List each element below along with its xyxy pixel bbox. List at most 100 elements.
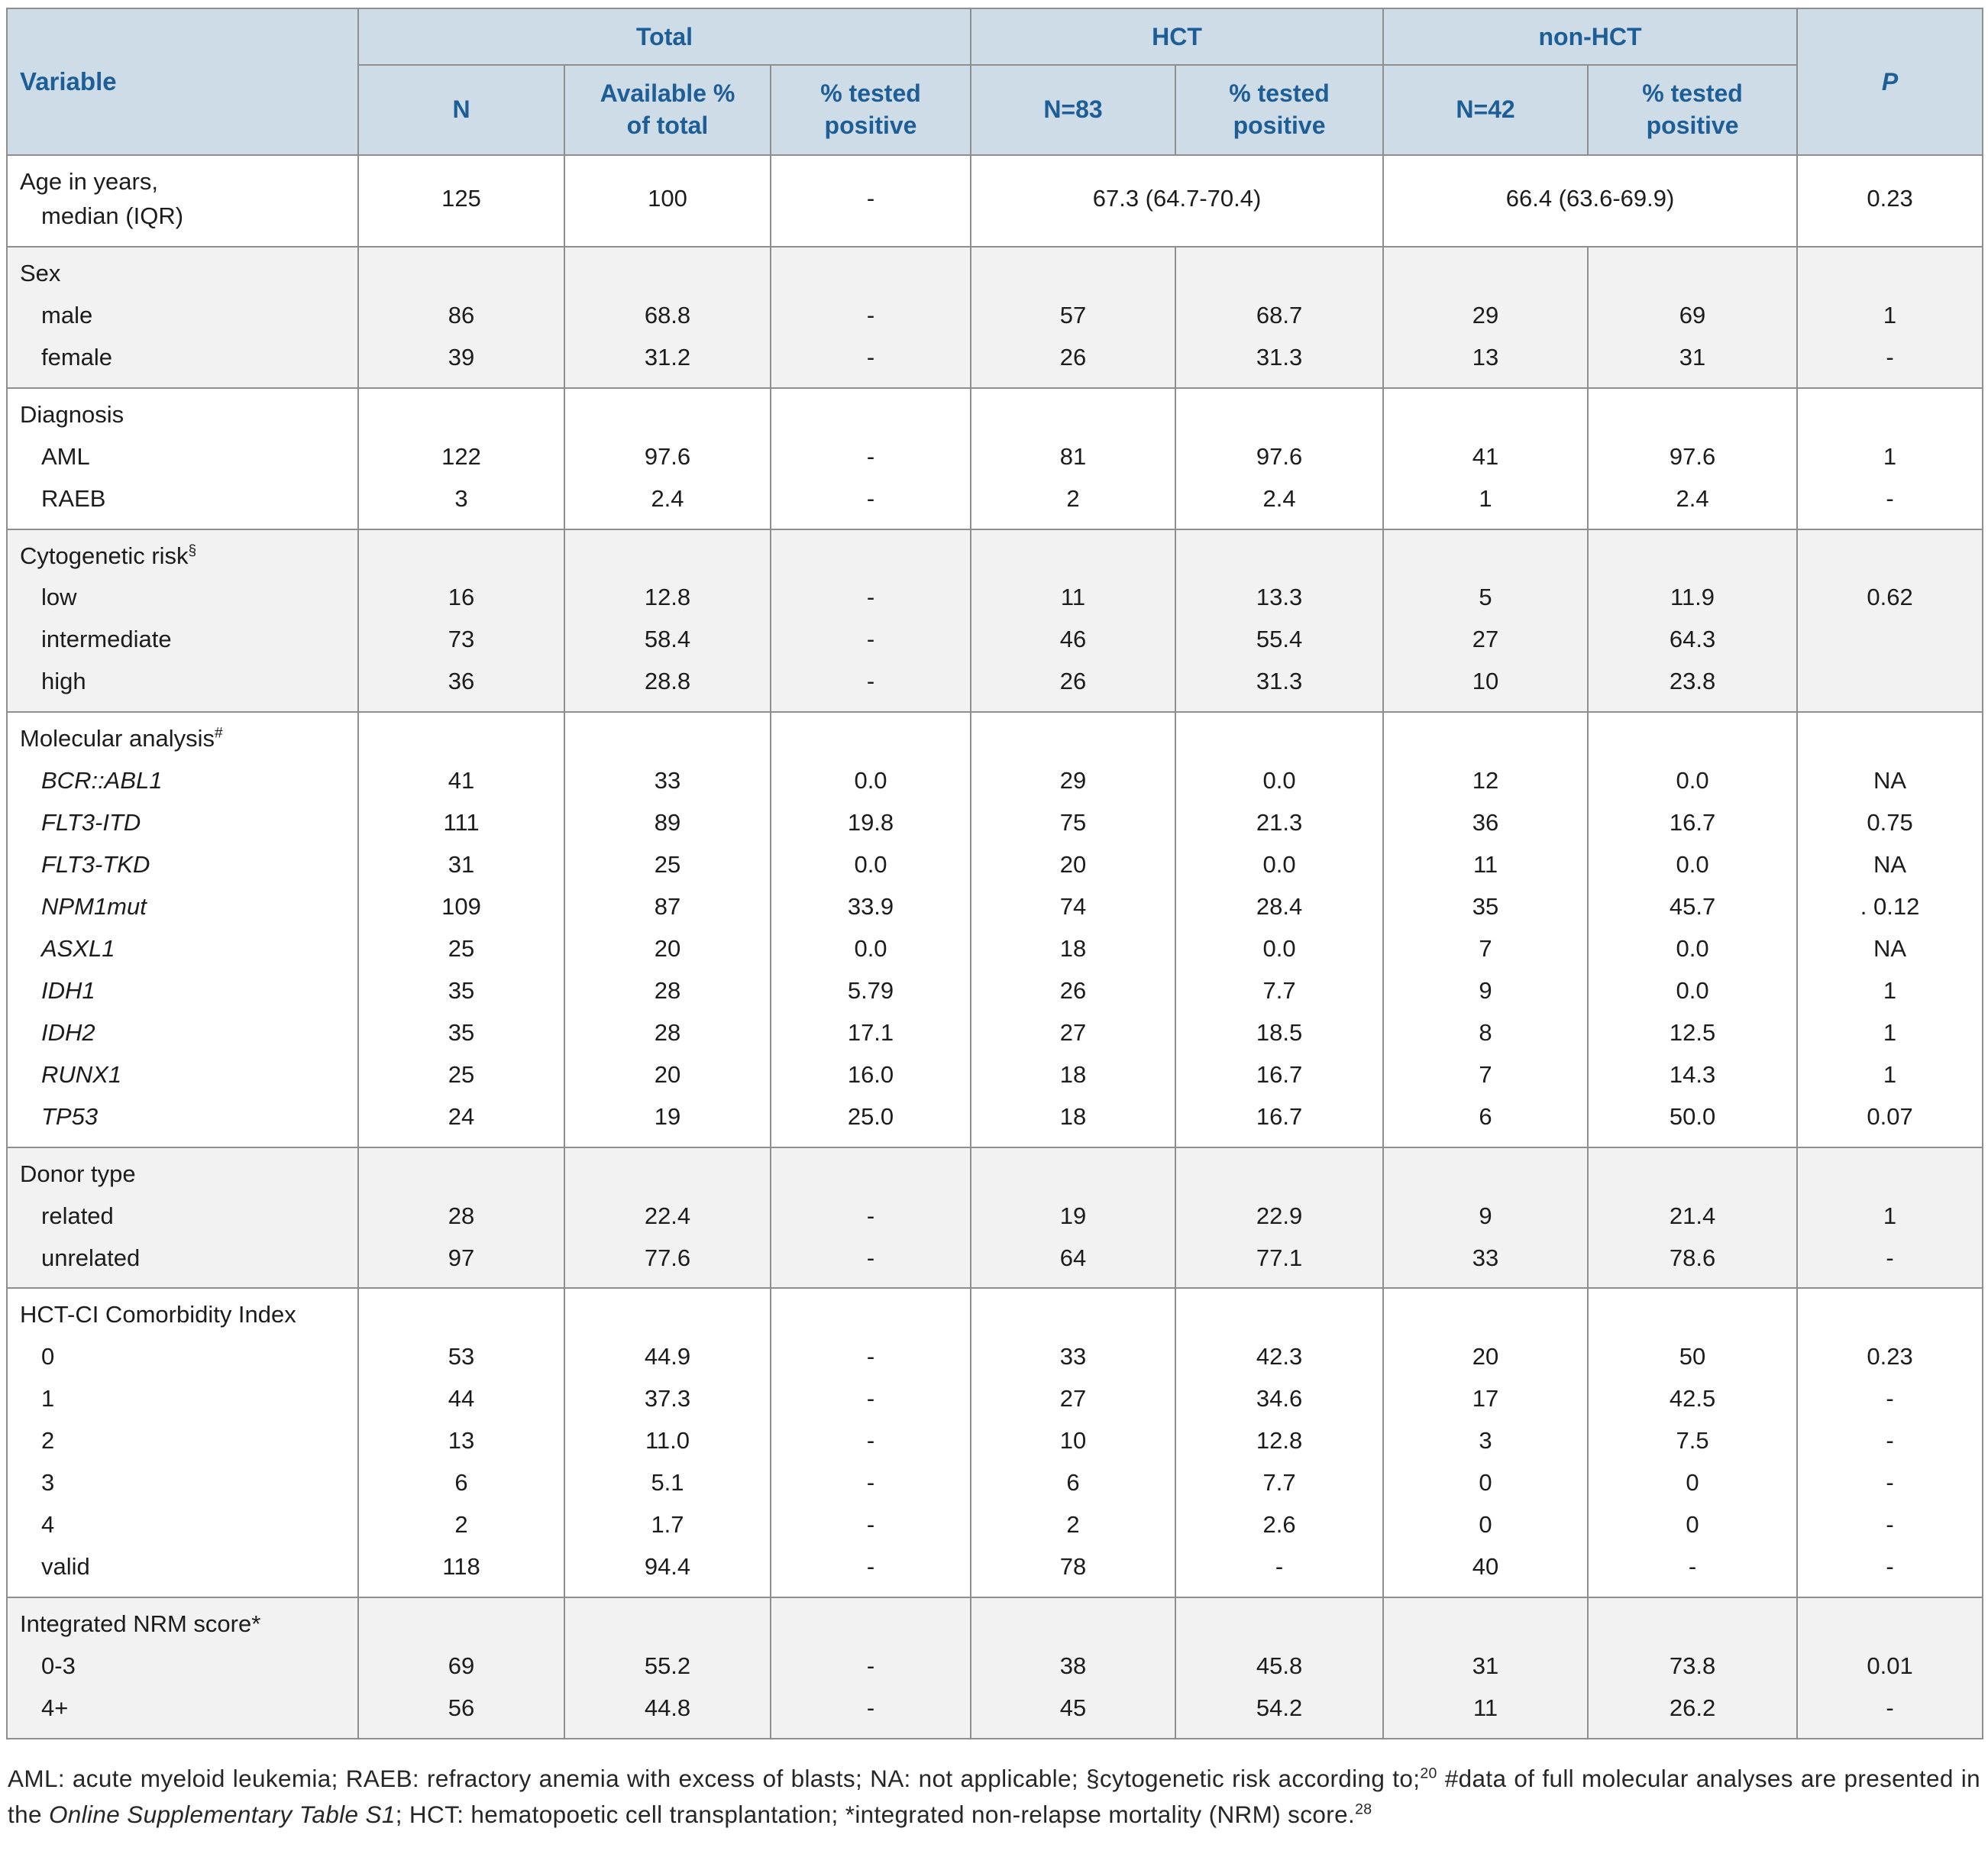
- value-cell: 33: [970, 1336, 1177, 1379]
- value-cell: 0: [1587, 1504, 1799, 1547]
- row-label-cell: 0-3: [6, 1645, 359, 1688]
- value-cell: 27: [970, 1011, 1177, 1054]
- empty-cell: [769, 529, 972, 578]
- value-cell: 42.3: [1175, 1336, 1385, 1379]
- footnote-segment: [1437, 1765, 1445, 1792]
- row-label-cell: 2: [6, 1420, 359, 1463]
- row-label-cell: IDH1: [6, 969, 359, 1012]
- empty-cell: [1175, 712, 1385, 761]
- value-cell: 26: [970, 336, 1177, 388]
- value-cell: 122: [357, 435, 565, 478]
- value-cell: 27: [970, 1378, 1177, 1421]
- empty-cell: [564, 529, 771, 578]
- header-group-label: non-HCT: [1382, 8, 1799, 66]
- value-cell: 1: [1796, 1011, 1984, 1054]
- value-cell: 35: [1382, 886, 1589, 928]
- value-cell: 0.0: [769, 760, 972, 803]
- value-cell: 55.2: [564, 1645, 771, 1688]
- footnote-segment: #: [1444, 1764, 1459, 1792]
- value-cell: 36: [1382, 802, 1589, 845]
- data-row: unrelated 97 77.6-64 77.1 33 78.6-: [6, 1237, 1984, 1289]
- empty-cell: [1382, 1597, 1589, 1646]
- row-label-cell: RUNX1: [6, 1053, 359, 1096]
- value-cell: 31.3: [1175, 661, 1385, 713]
- value-cell: 7: [1382, 1053, 1589, 1096]
- value-cell: 24: [357, 1095, 565, 1147]
- empty-cell: [1796, 1597, 1984, 1646]
- value-cell: 68.7: [1175, 294, 1385, 337]
- empty-cell: [1796, 1288, 1984, 1337]
- value-cell: 19.8: [769, 802, 972, 845]
- value-cell: 35: [357, 969, 565, 1012]
- row-group: Integrated NRM score* 0-3 69 55.2-38 45.8 31 7…: [6, 1597, 1984, 1739]
- empty-cell: [357, 387, 565, 436]
- empty-cell: [769, 712, 972, 761]
- empty-cell: [769, 246, 972, 295]
- value-cell: -: [769, 1504, 972, 1547]
- value-cell: -: [769, 1195, 972, 1238]
- empty-cell: [1587, 712, 1799, 761]
- value-cell: -: [1587, 1546, 1799, 1597]
- value-cell: 36: [357, 661, 565, 713]
- row-label-cell: intermediate: [6, 619, 359, 662]
- value-cell: 28.8: [564, 661, 771, 713]
- value-cell: 37.3: [564, 1378, 771, 1421]
- value-cell: 6: [970, 1462, 1177, 1505]
- value-cell: 12: [1382, 760, 1589, 803]
- value-cell: 56: [357, 1687, 565, 1739]
- value-cell: 0.0: [769, 927, 972, 970]
- table-header: Variable Total HCT non-HCT P N Available % of …: [6, 8, 1984, 156]
- data-row: 4 2 1.7-2 2.6 0 0-: [6, 1504, 1984, 1547]
- value-cell: 19: [970, 1195, 1177, 1238]
- row-label-cell: FLT3-TKD: [6, 844, 359, 886]
- value-cell: 97.6: [1587, 435, 1799, 478]
- group-label-row: Cytogenetic risk§: [6, 529, 1984, 578]
- empty-cell: [1175, 1288, 1385, 1337]
- row-label-cell: male: [6, 294, 359, 337]
- value-cell: 18.5: [1175, 1011, 1385, 1054]
- value-cell: 17: [1382, 1378, 1589, 1421]
- empty-cell: [1587, 387, 1799, 436]
- value-cell: 44.8: [564, 1687, 771, 1739]
- value-cell: 1: [1382, 477, 1589, 529]
- data-row: FLT3-ITD 111 89 19.8 75 21.3 36 16.7 0.75: [6, 802, 1984, 845]
- empty-cell: [1382, 1147, 1589, 1196]
- value-cell: 18: [970, 927, 1177, 970]
- empty-cell: [1796, 246, 1984, 295]
- value-cell: 77.6: [564, 1237, 771, 1289]
- value-cell: 0: [1587, 1462, 1799, 1505]
- value-cell: 2: [357, 1504, 565, 1547]
- value-cell: 22.9: [1175, 1195, 1385, 1238]
- value-cell: 39: [357, 336, 565, 388]
- value-cell: 0.0: [1587, 927, 1799, 970]
- row-group: HCT-CI Comorbidity Index 0 53 44.9-33 42.3 20…: [6, 1288, 1984, 1597]
- value-cell: 0.0: [1175, 927, 1385, 970]
- value-cell: 3: [357, 477, 565, 529]
- empty-cell: [1587, 246, 1799, 295]
- value-cell: 6: [357, 1462, 565, 1505]
- value-cell: 0.0: [1587, 969, 1799, 1012]
- value-cell: 20: [1382, 1336, 1589, 1379]
- row-label-cell: 0: [6, 1336, 359, 1379]
- value-cell: 0: [1382, 1462, 1589, 1505]
- data-row: 4+ 56 44.8-45 54.2 11 26.2-: [6, 1687, 1984, 1739]
- value-cell: -: [769, 336, 972, 388]
- group-label-cell: Molecular analysis#: [6, 712, 359, 761]
- value-cell: 45: [970, 1687, 1177, 1739]
- empty-cell: [1382, 529, 1589, 578]
- value-cell: . 0.12: [1796, 886, 1984, 928]
- data-row: RAEB 3 2.4-2 2.4 1 2.4-: [6, 477, 1984, 529]
- value-cell: 6: [1382, 1095, 1589, 1147]
- value-cell: NA: [1796, 760, 1984, 803]
- empty-cell: [1796, 529, 1984, 578]
- value-cell: 57: [970, 294, 1177, 337]
- value-cell: 16.7: [1175, 1053, 1385, 1096]
- footnote-segment: AML: acute myeloid leukemia; RAEB: refra…: [8, 1764, 1087, 1792]
- data-row: TP53 24 19 25.0 18 16.7 6 50.0 0.07: [6, 1095, 1984, 1147]
- value-cell: 20: [564, 927, 771, 970]
- value-cell: 25.0: [769, 1095, 972, 1147]
- header-column-label: Available % of total: [564, 64, 771, 156]
- value-cell: -: [769, 1237, 972, 1289]
- value-cell: 7: [1382, 927, 1589, 970]
- value-cell: 0.0: [1175, 844, 1385, 886]
